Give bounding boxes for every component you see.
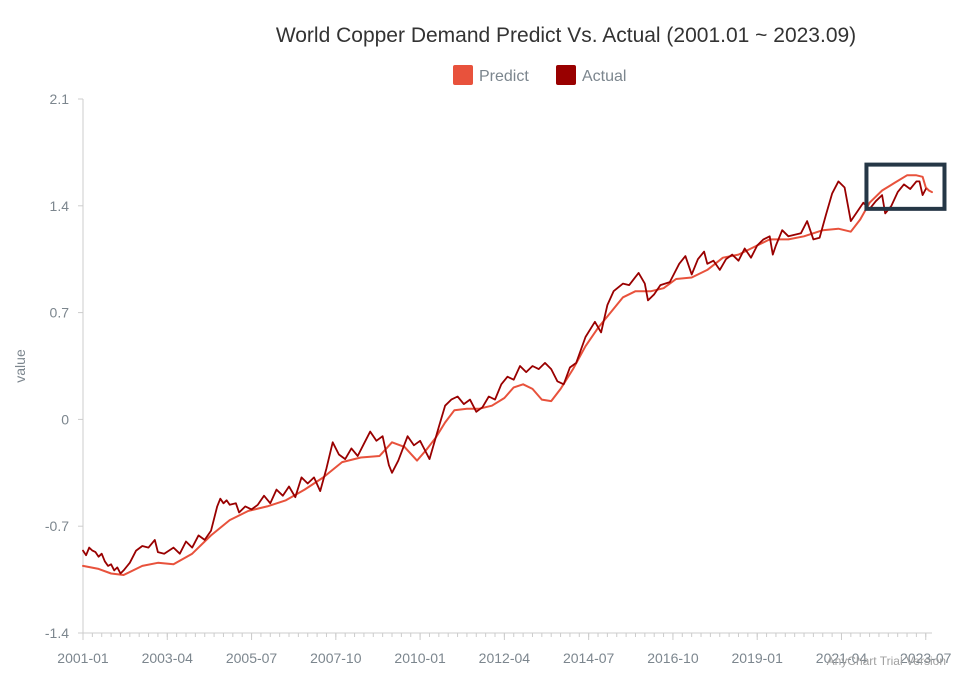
y-tick-label: 0.7 xyxy=(50,305,70,321)
legend: Predict Actual xyxy=(453,65,626,85)
x-tick-label: 2014-07 xyxy=(563,650,615,666)
series-line-predict xyxy=(82,174,933,576)
highlight-rectangle xyxy=(864,162,947,211)
y-tick-label: -0.7 xyxy=(45,518,69,534)
x-tick-label: 2010-01 xyxy=(394,650,446,666)
legend-label-actual: Actual xyxy=(582,68,626,85)
x-tick-label: 2007-10 xyxy=(310,650,362,666)
x-tick-label: 2023-07 xyxy=(900,650,952,666)
y-tick-label: 0 xyxy=(61,411,69,427)
y-tick-label: -1.4 xyxy=(45,625,69,641)
x-tick-label: 2019-01 xyxy=(732,650,784,666)
x-tick-label: 2001-01 xyxy=(57,650,109,666)
series-line-actual xyxy=(82,180,927,575)
x-tick-label: 2021-04 xyxy=(816,650,868,666)
axes: -1.4 -0.7 0 0.7 1.4 2.1 2001-01 2003-04 2005-07 2… xyxy=(45,91,952,666)
x-tick-label: 2005-07 xyxy=(226,650,278,666)
series-layer xyxy=(82,174,933,576)
x-tick-label: 2012-04 xyxy=(479,650,531,666)
watermark-text: AnyChart Trial Version xyxy=(827,654,946,668)
y-tick-label: 1.4 xyxy=(50,198,70,214)
annotation-layer xyxy=(864,162,947,211)
x-tick-label: 2003-04 xyxy=(142,650,194,666)
legend-label-predict: Predict xyxy=(479,68,529,85)
legend-swatch-actual xyxy=(556,65,576,85)
x-tick-label: 2016-10 xyxy=(647,650,699,666)
chart-title: World Copper Demand Predict Vs. Actual (… xyxy=(276,24,856,47)
y-axis-title: value xyxy=(12,349,28,383)
y-tick-label: 2.1 xyxy=(50,91,70,107)
legend-swatch-predict xyxy=(453,65,473,85)
